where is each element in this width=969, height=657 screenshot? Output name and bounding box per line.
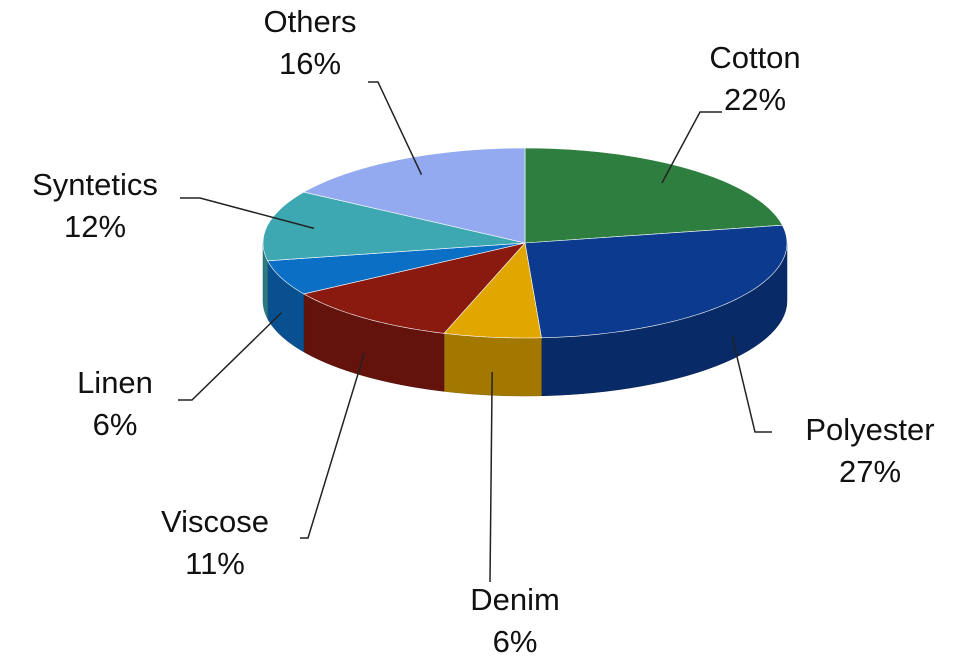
slice-value-label: 27% xyxy=(839,454,901,489)
slice-label: Syntetics xyxy=(32,167,158,202)
pie-slice xyxy=(302,147,526,244)
pie-slice xyxy=(262,191,526,262)
pie-slice xyxy=(524,224,788,339)
slice-label: Viscose xyxy=(161,504,269,539)
slice-value-label: 12% xyxy=(64,209,126,244)
slice-value-label: 11% xyxy=(185,546,245,581)
pie-slice xyxy=(524,147,783,244)
slice-label: Polyester xyxy=(805,412,934,447)
slice-value-label: 16% xyxy=(279,46,341,81)
slice-label: Others xyxy=(263,4,356,39)
leader-line xyxy=(731,335,772,433)
leader-line xyxy=(300,352,366,539)
slice-label: Linen xyxy=(77,365,153,400)
slice-value-label: 6% xyxy=(493,624,538,657)
pie-tops xyxy=(262,147,788,339)
slice-value-label: 6% xyxy=(93,407,138,442)
leader-line xyxy=(489,372,493,583)
pie-slice xyxy=(302,242,526,334)
leader-line xyxy=(178,312,282,401)
slice-value-label: 22% xyxy=(724,82,786,117)
leader-line xyxy=(368,81,423,176)
leader-line xyxy=(180,197,315,230)
slice-label: Cotton xyxy=(709,40,800,75)
pie-walls xyxy=(262,242,788,397)
leader-line xyxy=(661,111,722,184)
slice-label: Denim xyxy=(470,582,560,617)
pie-slice xyxy=(443,242,542,339)
pie-slice xyxy=(267,242,526,295)
